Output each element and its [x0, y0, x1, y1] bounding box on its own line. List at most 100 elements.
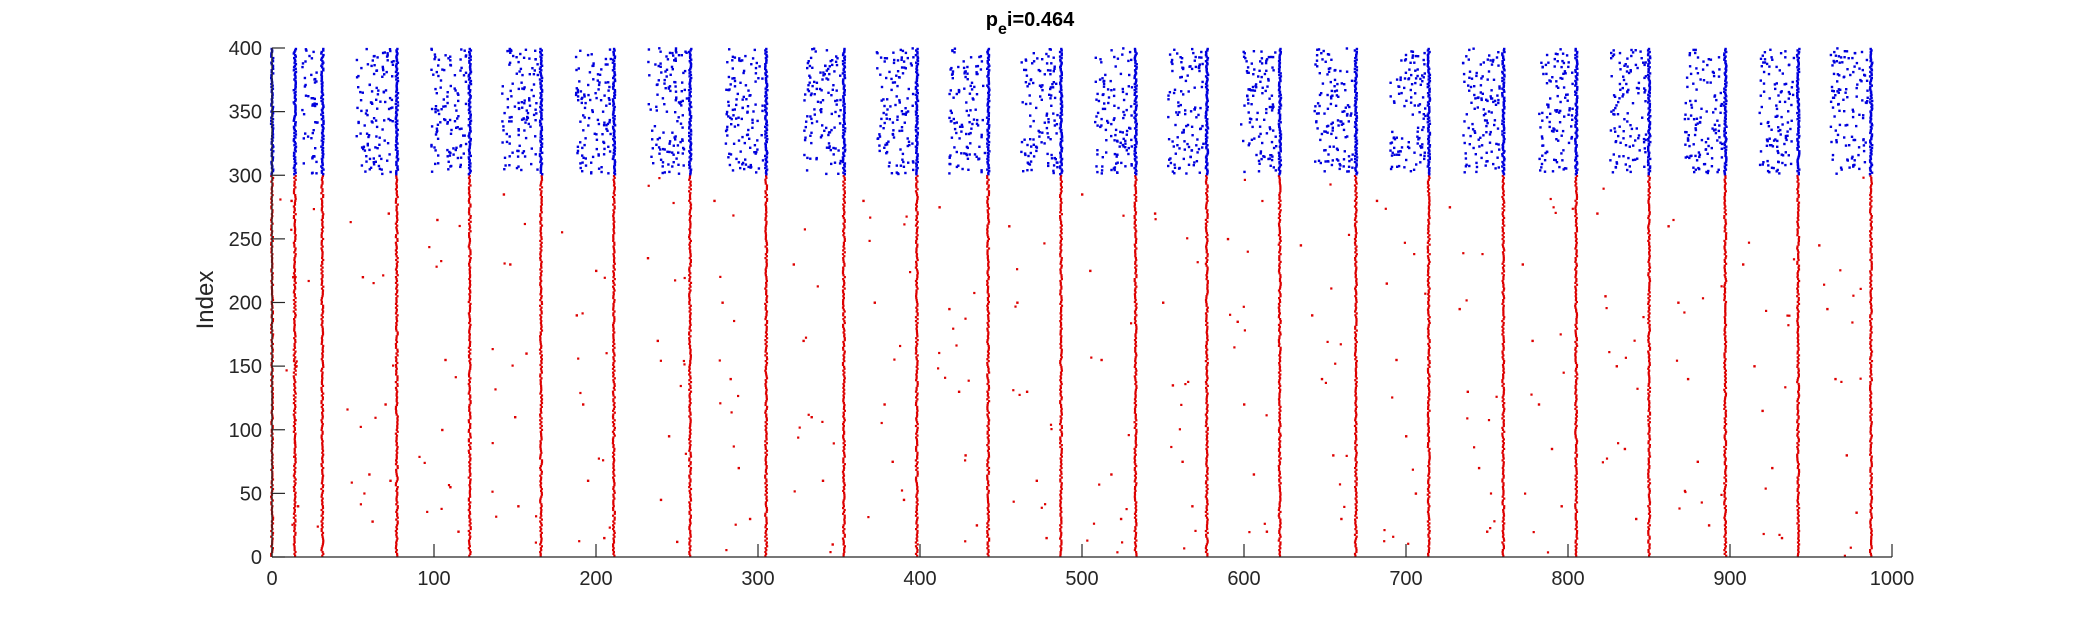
- spike-point: [764, 108, 767, 112]
- spike-point: [689, 67, 692, 70]
- spike-point: [915, 104, 919, 107]
- spike-point: [916, 531, 919, 534]
- spike-point: [765, 50, 768, 54]
- spike-point: [321, 291, 324, 294]
- spike-point: [1059, 66, 1062, 69]
- spike-point: [1205, 130, 1209, 133]
- spike-point: [842, 541, 845, 544]
- spike-point: [468, 287, 471, 290]
- spike-point: [1133, 226, 1136, 229]
- spike-point: [688, 279, 691, 283]
- spike-point: [1135, 501, 1138, 504]
- spike-point: [1134, 251, 1137, 254]
- spike-point: [1206, 272, 1209, 275]
- spike-point: [320, 50, 323, 54]
- spike-point: [1278, 125, 1281, 128]
- spike-point: [1278, 545, 1281, 548]
- burst-excitatory: [538, 174, 544, 557]
- spike-point: [320, 438, 324, 441]
- spike-point: [987, 266, 990, 269]
- spike-point: [612, 192, 615, 195]
- spike-point: [321, 480, 324, 483]
- spike-point: [842, 411, 845, 414]
- spike-point: [1059, 270, 1062, 273]
- spike-point: [612, 312, 615, 315]
- spike-point: [540, 361, 543, 365]
- spike-point: [612, 279, 615, 283]
- spike-point: [1353, 70, 1357, 74]
- spike-point: [1205, 260, 1208, 263]
- spike-point: [321, 333, 325, 336]
- spike-point: [914, 128, 918, 132]
- spike-point: [843, 344, 846, 347]
- spike-point: [612, 541, 616, 544]
- burst-excitatory: [1204, 174, 1209, 557]
- spike-point: [1279, 543, 1282, 546]
- spike-point: [765, 199, 769, 202]
- spike-point: [1354, 545, 1357, 548]
- spike-point: [1134, 390, 1137, 393]
- spike-point: [292, 299, 295, 302]
- spike-point: [1059, 489, 1062, 492]
- spike-point: [321, 449, 325, 452]
- spike-point: [294, 82, 297, 86]
- spike-point: [396, 76, 399, 80]
- spike-point: [321, 354, 324, 357]
- spike-point: [394, 201, 397, 204]
- spike-point: [1278, 257, 1281, 260]
- spike-point: [613, 70, 616, 74]
- spike-point: [1059, 166, 1062, 170]
- spike-point: [986, 174, 989, 178]
- spike-point: [271, 157, 274, 161]
- spike-point: [1134, 316, 1137, 319]
- spike-point: [1279, 156, 1282, 159]
- spike-point: [1427, 281, 1430, 284]
- spike-point: [916, 287, 919, 290]
- spike-point: [915, 476, 918, 479]
- spike-point: [765, 239, 768, 242]
- spike-point: [396, 514, 399, 517]
- burst-inhibitory: [1204, 47, 1210, 176]
- spike-point: [1060, 258, 1063, 262]
- spike-point: [1279, 50, 1282, 54]
- spike-point: [1427, 337, 1430, 340]
- spike-point: [1135, 323, 1138, 326]
- spike-point: [294, 453, 297, 456]
- spike-point: [986, 308, 989, 311]
- spike-point: [843, 337, 846, 340]
- spike-point: [764, 318, 767, 321]
- spike-point: [540, 323, 543, 326]
- spike-point: [394, 253, 398, 256]
- spike-point: [915, 169, 918, 173]
- spike-point: [321, 276, 324, 279]
- spike-point: [688, 291, 691, 294]
- spike-point: [1204, 510, 1207, 513]
- spike-point: [1205, 419, 1208, 422]
- spike-point: [1354, 314, 1357, 317]
- spike-point: [468, 337, 471, 340]
- spike-point: [1134, 486, 1137, 489]
- spike-point: [1278, 310, 1281, 313]
- spike-point: [1060, 449, 1063, 452]
- spike-point: [765, 480, 768, 483]
- spike-point: [468, 190, 471, 193]
- spike-point: [842, 501, 845, 504]
- spike-point: [986, 157, 989, 161]
- spike-point: [1354, 144, 1358, 147]
- spike-point: [271, 84, 274, 87]
- spike-point: [1354, 440, 1357, 443]
- spike-point: [1279, 169, 1282, 173]
- spike-point: [292, 394, 295, 397]
- spike-point: [320, 76, 323, 80]
- spike-point: [613, 283, 616, 286]
- spike-point: [1060, 340, 1063, 344]
- spike-point: [1060, 159, 1063, 162]
- spike-point: [987, 165, 990, 168]
- spike-point: [396, 320, 399, 323]
- spike-point: [1060, 541, 1063, 544]
- spike-point: [321, 411, 324, 414]
- spike-point: [1279, 547, 1282, 550]
- spike-point: [1427, 512, 1430, 515]
- spike-point: [764, 547, 767, 550]
- spike-point: [916, 440, 919, 443]
